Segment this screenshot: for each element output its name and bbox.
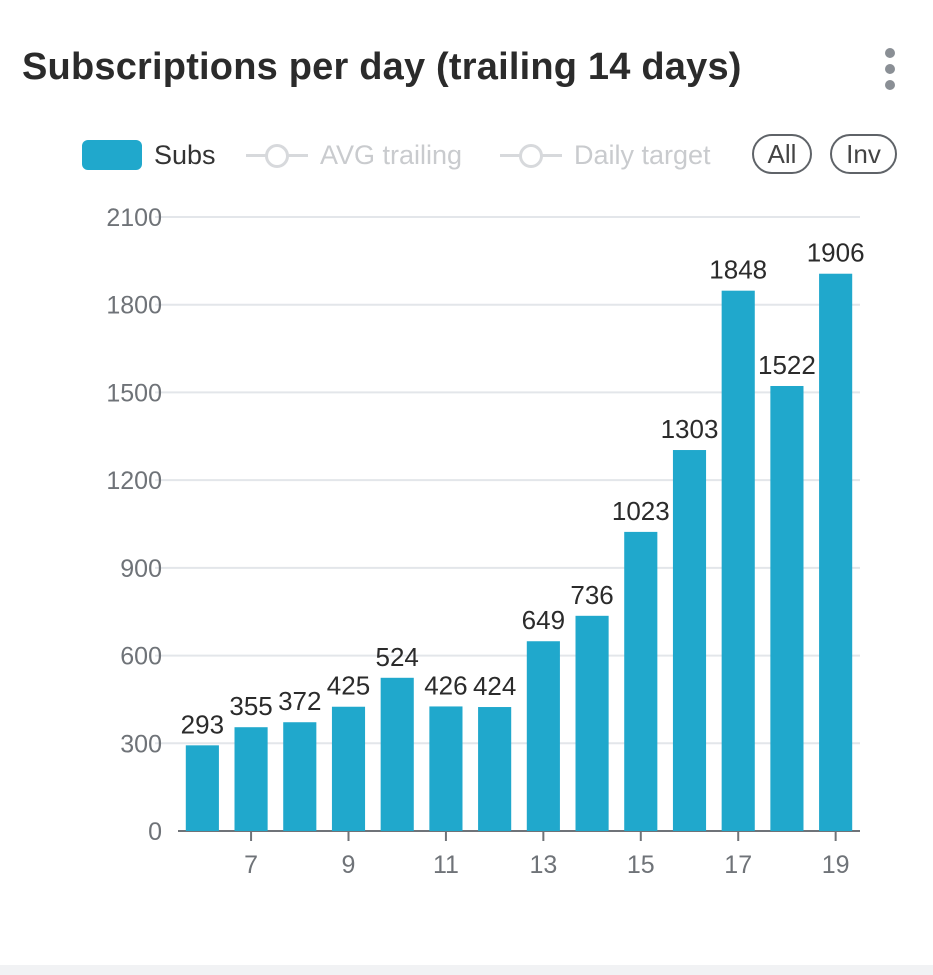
bottom-divider: [0, 965, 933, 975]
data-label: 426: [424, 670, 467, 700]
bar[interactable]: [770, 385, 804, 831]
legend-item-subs[interactable]: Subs: [82, 130, 216, 180]
y-tick-label: 900: [120, 555, 162, 583]
data-label: 372: [278, 686, 321, 716]
x-tick-label: 17: [724, 851, 752, 879]
y-tick-label: 600: [120, 643, 162, 671]
chart-title: Subscriptions per day (trailing 14 days): [22, 46, 742, 88]
legend-label-avg-trailing: AVG trailing: [320, 139, 463, 170]
kebab-menu-icon[interactable]: [878, 46, 902, 92]
bar[interactable]: [575, 615, 609, 831]
bar[interactable]: [819, 273, 853, 831]
data-label: 1848: [709, 255, 767, 285]
bar[interactable]: [380, 677, 414, 831]
data-label: 1906: [807, 238, 865, 268]
bar[interactable]: [672, 450, 707, 831]
x-tick-label: 11: [433, 851, 459, 879]
y-tick-label: 0: [148, 818, 162, 846]
bar[interactable]: [185, 745, 219, 831]
inv-button[interactable]: Inv: [830, 134, 897, 174]
data-label: 524: [376, 642, 419, 672]
bar[interactable]: [331, 706, 366, 831]
y-tick-label: 300: [120, 730, 162, 758]
data-label: 355: [229, 691, 272, 721]
y-tick-label: 2100: [106, 204, 162, 232]
y-tick-label: 1200: [106, 467, 162, 495]
data-label: 425: [327, 671, 370, 701]
chart-legend: Subs AVG trailing Daily target All Inv: [0, 130, 933, 180]
kebab-dot: [885, 64, 895, 74]
legend-line-marker-icon: [246, 140, 308, 170]
x-tick-label: 9: [342, 851, 356, 879]
legend-label-subs: Subs: [154, 139, 216, 170]
x-tick-label: 7: [244, 851, 258, 879]
legend-swatch-subs: [82, 140, 142, 170]
data-label: 424: [473, 671, 516, 701]
data-label: 1522: [758, 350, 816, 380]
x-tick-label: 15: [627, 851, 655, 879]
all-button[interactable]: All: [752, 134, 812, 174]
data-label: 649: [522, 605, 565, 635]
data-label: 1303: [661, 414, 719, 444]
bar[interactable]: [283, 722, 317, 831]
bar[interactable]: [721, 290, 755, 831]
bar[interactable]: [234, 727, 268, 831]
bar[interactable]: [526, 641, 560, 831]
y-tick-label: 1500: [106, 379, 162, 407]
legend-label-daily-target: Daily target: [574, 139, 711, 170]
bar[interactable]: [478, 707, 512, 831]
kebab-dot: [885, 48, 895, 58]
data-label: 293: [181, 709, 224, 739]
kebab-dot: [885, 80, 895, 90]
bar[interactable]: [624, 531, 658, 831]
data-label: 1023: [612, 496, 670, 526]
x-tick-label: 19: [822, 851, 850, 879]
data-label: 736: [570, 580, 613, 610]
legend-item-daily-target[interactable]: Daily target: [500, 130, 711, 180]
bar[interactable]: [429, 706, 463, 831]
legend-line-marker-icon: [500, 140, 562, 170]
y-tick-label: 1800: [106, 292, 162, 320]
legend-item-avg-trailing[interactable]: AVG trailing: [246, 130, 462, 180]
x-tick-label: 13: [529, 851, 557, 879]
